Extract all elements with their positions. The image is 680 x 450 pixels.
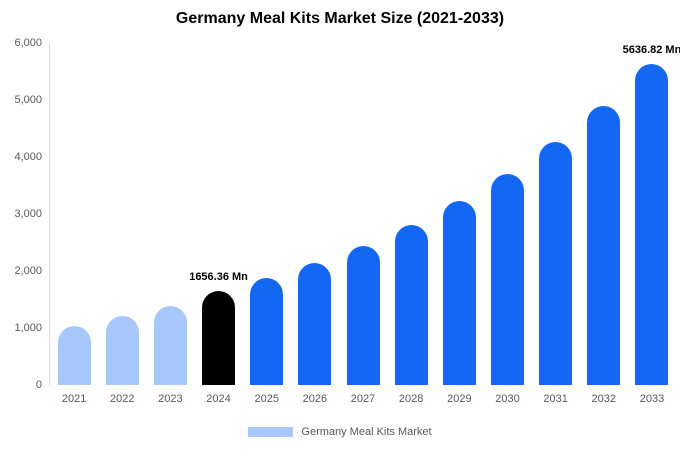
x-axis-label-2031: 2031 bbox=[543, 393, 568, 405]
bar-column-2032: 2032 bbox=[580, 43, 628, 405]
bar-2021 bbox=[57, 326, 91, 385]
bar-column-2023: 2023 bbox=[146, 43, 194, 405]
bar-column-2026: 2026 bbox=[291, 43, 339, 405]
bar-value-label-2033: 5636.82 Mn bbox=[622, 43, 680, 56]
x-axis-label-2032: 2032 bbox=[591, 393, 617, 405]
bar-2027 bbox=[346, 245, 380, 385]
bar-2026 bbox=[298, 263, 332, 385]
y-tick-label: 0 bbox=[35, 379, 42, 391]
bar-2025 bbox=[250, 278, 284, 385]
legend-swatch bbox=[248, 427, 294, 437]
bar-column-2021: 2021 bbox=[50, 43, 98, 405]
bar-2031 bbox=[539, 142, 573, 385]
bar-column-2033: 5636.82 Mn 2033 bbox=[623, 43, 680, 405]
x-axis-label-2033: 2033 bbox=[639, 393, 665, 405]
x-axis-label-2030: 2030 bbox=[495, 393, 520, 405]
bar-column-2022: 2022 bbox=[98, 43, 146, 405]
bar-2022 bbox=[105, 316, 139, 385]
y-tick-label: 1,000 bbox=[14, 322, 42, 334]
bar-column-2025: 2025 bbox=[243, 43, 291, 405]
x-axis-label-2029: 2029 bbox=[447, 393, 472, 405]
y-tick-label: 6,000 bbox=[14, 37, 42, 49]
bar-2033 bbox=[635, 63, 669, 385]
bar-column-2030: 2030 bbox=[483, 43, 531, 405]
x-axis-label-2026: 2026 bbox=[302, 393, 328, 405]
y-tick-label: 2,000 bbox=[14, 265, 42, 277]
bar-2030 bbox=[490, 173, 524, 385]
bar-value-label-2024: 1656.36 Mn bbox=[189, 270, 248, 283]
x-axis-label-2025: 2025 bbox=[254, 393, 279, 405]
bar-2032 bbox=[587, 106, 621, 385]
legend-label: Germany Meal Kits Market bbox=[301, 426, 432, 438]
bar-column-2031: 2031 bbox=[532, 43, 580, 405]
x-axis-label-2024: 2024 bbox=[206, 393, 231, 405]
bar-2024 bbox=[202, 290, 236, 385]
y-tick-label: 4,000 bbox=[14, 151, 42, 163]
bar-2023 bbox=[153, 305, 187, 385]
y-tick-label: 3,000 bbox=[14, 208, 42, 220]
x-axis-label-2022: 2022 bbox=[109, 393, 135, 405]
x-axis-label-2023: 2023 bbox=[158, 393, 183, 405]
x-axis-label-2021: 2021 bbox=[61, 393, 87, 405]
bar-2029 bbox=[442, 200, 476, 385]
bar-column-2028: 2028 bbox=[387, 43, 435, 405]
plot-area: 2021 2022 2023 1656.36 Mn 2024 2025 2026 2027 20… bbox=[50, 43, 680, 405]
x-axis-label-2027: 2027 bbox=[350, 393, 376, 405]
bar-column-2024: 1656.36 Mn 2024 bbox=[189, 43, 248, 405]
chart-title: Germany Meal Kits Market Size (2021-2033… bbox=[175, 10, 505, 27]
y-tick-label: 5,000 bbox=[14, 94, 42, 106]
x-axis-label-2028: 2028 bbox=[398, 393, 424, 405]
bar-2028 bbox=[394, 225, 428, 385]
bar-column-2029: 2029 bbox=[435, 43, 483, 405]
y-axis: 6,000 5,000 4,000 3,000 2,000 1,000 0 bbox=[0, 37, 44, 391]
legend: Germany Meal Kits Market bbox=[0, 426, 680, 438]
bar-column-2027: 2027 bbox=[339, 43, 387, 405]
y-axis-line bbox=[49, 43, 50, 385]
